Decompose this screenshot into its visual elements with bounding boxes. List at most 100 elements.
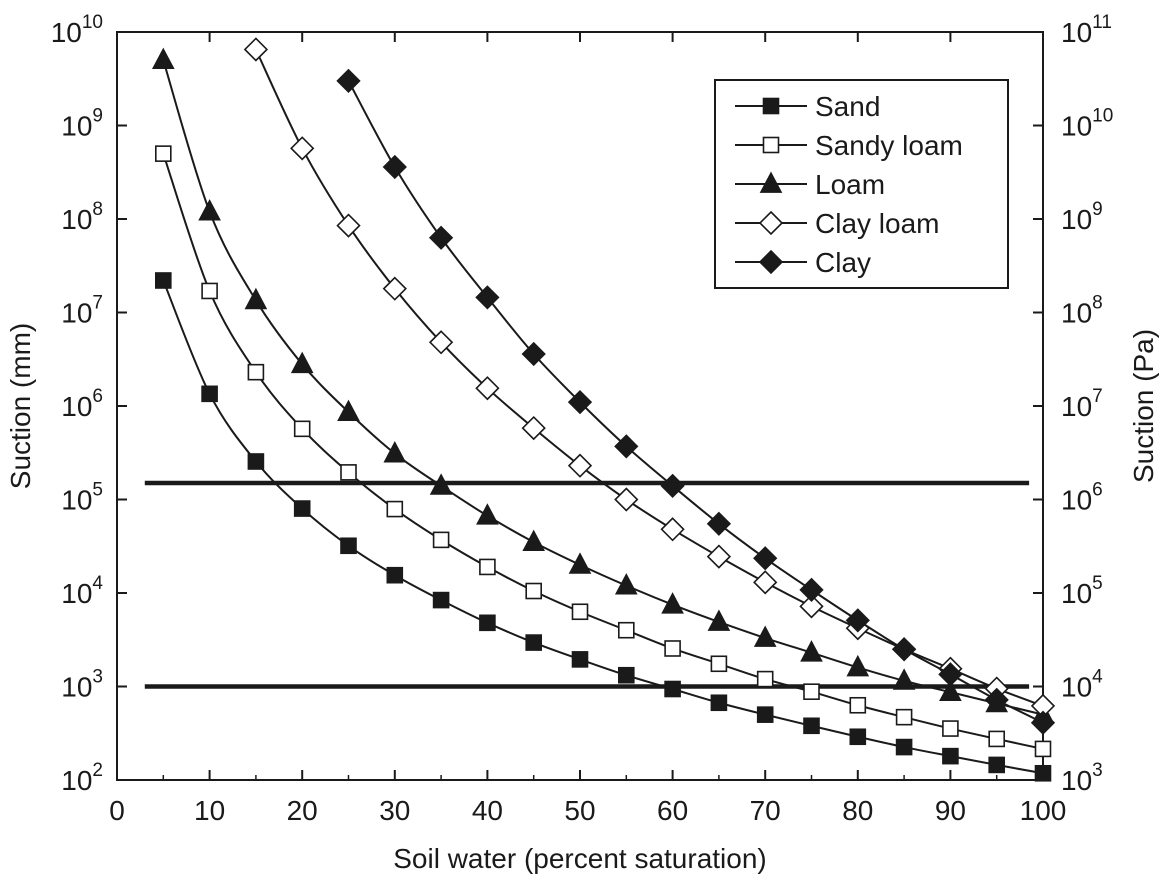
data-point-loam xyxy=(753,625,777,647)
data-point-clay xyxy=(891,637,917,662)
y-tick-label-left: 106 xyxy=(61,386,103,422)
series-sand xyxy=(155,272,1052,782)
data-point-sandy-loam xyxy=(617,621,635,639)
x-tick-label: 50 xyxy=(564,795,595,826)
data-point-clay-loam xyxy=(521,415,546,441)
data-point-sandy-loam xyxy=(525,582,543,600)
x-tick-label: 100 xyxy=(1020,795,1067,826)
data-point-clay xyxy=(567,389,593,415)
data-point-clay xyxy=(753,546,778,571)
x-tick-label: 10 xyxy=(194,795,225,826)
data-point-sandy-loam xyxy=(155,145,172,162)
x-axis-title: Soil water (percent saturation) xyxy=(393,843,767,874)
data-point-sand xyxy=(571,651,589,668)
y-tick-label-left: 102 xyxy=(61,760,103,796)
data-point-sandy-loam xyxy=(849,696,867,714)
data-point-clay-loam xyxy=(475,376,500,401)
series-clay xyxy=(336,68,1056,735)
data-point-sandy-loam xyxy=(710,655,728,673)
data-point-clay-loam xyxy=(567,453,593,478)
y-tick-label-left: 107 xyxy=(61,293,103,329)
data-point-sand xyxy=(617,666,635,684)
y-tick-label-right: 105 xyxy=(1061,573,1103,609)
data-point-clay-loam xyxy=(290,136,315,161)
legend-label-sandy-loam: Sandy loam xyxy=(815,130,963,161)
y-tick-label-right: 1011 xyxy=(1061,12,1112,48)
y-tick-label-left: 108 xyxy=(61,199,103,235)
x-tick-label: 0 xyxy=(109,795,125,826)
data-point-loam xyxy=(290,351,314,374)
data-point-loam xyxy=(800,640,823,662)
data-point-clay-loam xyxy=(336,213,361,238)
data-point-sand xyxy=(293,500,311,517)
legend-marker-clay-loam xyxy=(758,210,784,236)
series-loam xyxy=(151,47,1055,724)
x-tick-label: 30 xyxy=(379,795,410,826)
y-tick-label-left: 1010 xyxy=(51,12,103,48)
data-point-sandy-loam xyxy=(664,640,681,657)
data-point-loam xyxy=(568,552,592,574)
y-tick-label-right: 104 xyxy=(1061,667,1103,703)
data-point-sand xyxy=(432,591,450,609)
data-point-loam xyxy=(522,529,546,552)
data-point-sandy-loam xyxy=(386,500,404,518)
data-point-loam xyxy=(614,573,638,595)
data-point-sandy-loam xyxy=(340,464,357,481)
data-point-sandy-loam xyxy=(895,708,913,726)
data-point-loam xyxy=(429,473,453,495)
data-point-clay xyxy=(382,154,407,180)
data-point-clay xyxy=(614,434,639,459)
data-point-sand xyxy=(247,453,265,470)
data-point-sandy-loam xyxy=(432,531,450,549)
y-axis-title-right: Suction (Pa) xyxy=(1128,329,1159,483)
data-point-clay xyxy=(336,68,361,94)
legend-marker-clay xyxy=(758,249,784,275)
data-point-clay-loam xyxy=(243,37,269,62)
y-tick-label-left: 105 xyxy=(61,480,103,516)
data-point-sandy-loam xyxy=(803,683,820,700)
data-point-loam xyxy=(846,654,870,677)
data-point-sand xyxy=(895,738,913,756)
data-point-sand xyxy=(664,680,681,698)
data-point-loam xyxy=(383,441,407,463)
legend-label-sand: Sand xyxy=(815,91,880,122)
data-point-sandy-loam xyxy=(293,420,311,438)
data-point-sand xyxy=(1034,764,1052,782)
data-point-clay xyxy=(706,511,732,536)
data-point-clay-loam xyxy=(799,594,824,619)
axes: 0 10 20 30 40 50 60 70 80 90 100 102 103 104 105 106 107… xyxy=(5,12,1159,874)
data-point-loam xyxy=(244,287,268,310)
data-point-clay xyxy=(475,285,500,310)
data-point-loam xyxy=(661,592,684,614)
data-point-sandy-loam xyxy=(1034,740,1052,758)
x-tick-label: 70 xyxy=(750,795,781,826)
x-tick-label: 60 xyxy=(657,795,688,826)
data-point-sand xyxy=(803,717,820,735)
data-point-loam xyxy=(892,668,916,690)
reference-lines xyxy=(144,480,1030,689)
data-point-clay-loam xyxy=(428,330,454,355)
y-tick-label-right: 106 xyxy=(1061,480,1103,516)
data-point-sand xyxy=(155,272,172,289)
y-tick-label-left: 104 xyxy=(61,573,103,609)
data-point-clay xyxy=(660,473,685,498)
data-point-clay xyxy=(1030,710,1056,735)
data-point-sand xyxy=(201,385,218,403)
data-point-loam xyxy=(337,399,360,422)
data-point-sand xyxy=(988,756,1006,774)
x-tick-label: 80 xyxy=(842,795,873,826)
data-point-sandy-loam xyxy=(479,558,496,576)
data-point-sand xyxy=(942,747,959,765)
y-tick-label-right: 109 xyxy=(1061,199,1103,235)
y-tick-label-right: 103 xyxy=(1061,760,1103,796)
legend-label-loam: Loam xyxy=(815,169,885,200)
data-point-clay-loam xyxy=(706,544,732,569)
data-point-loam xyxy=(476,503,499,525)
y-tick-label-right: 108 xyxy=(1061,293,1103,329)
legend-label-clay: Clay xyxy=(815,247,871,278)
x-tick-label: 20 xyxy=(287,795,318,826)
data-point-sandy-loam xyxy=(942,720,959,737)
data-point-loam xyxy=(151,47,175,70)
